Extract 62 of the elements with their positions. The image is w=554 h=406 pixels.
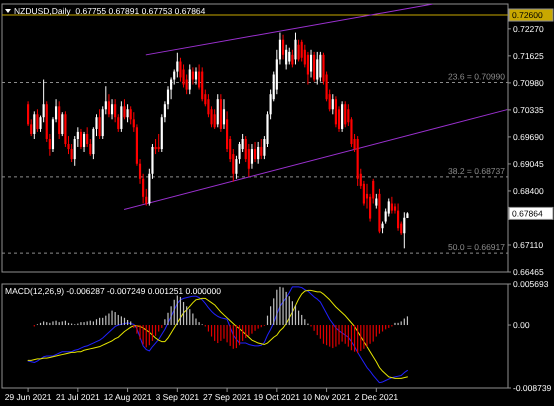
- candlestick: [158, 133, 160, 152]
- candlestick: [80, 128, 82, 150]
- candlestick: [316, 51, 318, 86]
- candlestick: [397, 203, 400, 232]
- candlestick: [381, 221, 384, 234]
- y-tick-label: 0.71625: [513, 50, 544, 61]
- candlestick: [250, 144, 254, 170]
- y-tick-label: 0.72270: [513, 24, 544, 34]
- candlestick: [36, 108, 39, 132]
- candlestick: [282, 34, 284, 60]
- x-tick-label: 3 Sep 2021: [156, 392, 200, 402]
- candlestick: [260, 138, 262, 160]
- candlestick: [344, 100, 346, 128]
- candlestick: [403, 212, 406, 249]
- candlestick: [294, 32, 297, 65]
- y-tick-label: -0.008739: [513, 383, 552, 393]
- chart-title: MACD(12,26,9) -0.006287 -0.007249 0.001251 0.000000: [5, 286, 222, 296]
- y-tick-label: 0.68400: [513, 186, 544, 196]
- candlestick: [82, 131, 86, 152]
- candlestick: [390, 196, 393, 214]
- y-tick-label: 0.70335: [513, 104, 544, 115]
- candlestick: [194, 66, 198, 86]
- candlestick: [188, 64, 191, 95]
- y-tick-label: 0.70980: [513, 78, 544, 88]
- x-tick-label: 10 Nov 2021: [302, 392, 351, 402]
- x-tick-label: 27 Sep 2021: [202, 392, 252, 402]
- y-tick-label: 0.66465: [513, 267, 544, 277]
- candlestick: [110, 98, 114, 120]
- candlestick: [375, 193, 378, 210]
- ref-line-label: 50.0 = 0.66917: [448, 242, 506, 252]
- candlestick: [108, 94, 110, 118]
- y-tick-label: 0.69045: [513, 158, 544, 169]
- x-tick-label: 2 Dec 2021: [354, 392, 398, 402]
- candlestick: [98, 108, 101, 140]
- x-tick-label: 19 Oct 2021: [254, 392, 300, 402]
- y-tick-label: 0.69690: [513, 132, 544, 142]
- x-tick-label: 29 Jun 2021: [4, 392, 52, 402]
- candlestick: [257, 141, 260, 164]
- candlestick: [222, 98, 226, 130]
- y-tick-label: 0.00: [513, 320, 530, 330]
- candlestick: [61, 112, 64, 137]
- ref-line-label: 0.72600: [512, 10, 543, 20]
- candlestick: [214, 108, 216, 130]
- text: 0.67864: [512, 208, 543, 218]
- candlestick: [120, 100, 122, 132]
- x-tick-label: 21 Jul 2021: [56, 392, 100, 402]
- candlestick: [288, 47, 290, 65]
- y-tick-label: 0.67110: [513, 240, 544, 250]
- candlestick: [332, 94, 334, 115]
- x-tick-label: 12 Aug 2021: [104, 392, 152, 402]
- candlestick: [33, 110, 36, 140]
- candlestick: [254, 141, 256, 163]
- candlestick: [310, 49, 312, 78]
- candlestick: [319, 51, 322, 82]
- candlestick: [291, 49, 294, 68]
- ref-line-label: 23.6 = 0.70990: [448, 71, 506, 82]
- candlestick: [298, 39, 300, 62]
- ref-line-label: 38.2 = 0.68737: [448, 166, 506, 176]
- chart-title: NZDUSD,Daily 0.67755 0.67891 0.67753 0.67864: [14, 6, 206, 16]
- candlestick: [285, 44, 288, 70]
- candlestick: [192, 66, 194, 86]
- y-tick-label: 0.005693: [513, 279, 549, 289]
